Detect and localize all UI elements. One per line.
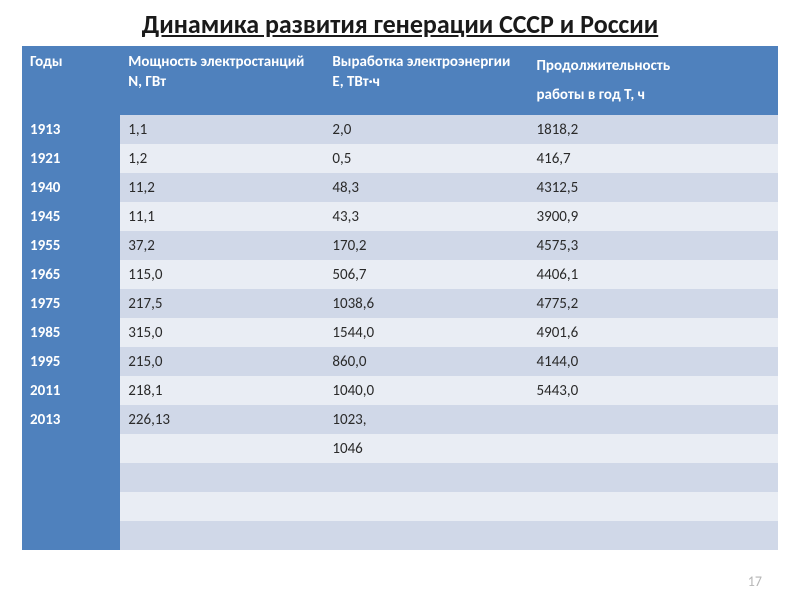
cell-hours: 4901,6 — [528, 318, 778, 347]
cell-capacity: 11,1 — [120, 202, 324, 231]
cell-output: 1046 — [324, 434, 528, 463]
table-row: 1995 215,0 860,0 4144,0 — [22, 347, 778, 376]
cell-hours: 1818,2 — [528, 115, 778, 144]
cell-output — [324, 521, 528, 550]
cell-capacity: 226,13 — [120, 405, 324, 434]
table-body: 1913 1,1 2,0 1818,2 1921 1,2 0,5 416,7 1… — [22, 115, 778, 550]
table-row: 1940 11,2 48,3 4312,5 — [22, 173, 778, 202]
cell-capacity: 218,1 — [120, 376, 324, 405]
cell-capacity: 1,2 — [120, 144, 324, 173]
table-row — [22, 492, 778, 521]
slide-title: Динамика развития генерации СССР и Росси… — [22, 8, 778, 40]
table-row: 1921 1,2 0,5 416,7 — [22, 144, 778, 173]
cell-output: 1038,6 — [324, 289, 528, 318]
slide: Динамика развития генерации СССР и Росси… — [0, 0, 800, 600]
cell-capacity: 1,1 — [120, 115, 324, 144]
col-output: Выработка электроэнергии Е, ТВт·ч — [324, 46, 528, 115]
cell-year: 1985 — [22, 318, 120, 347]
cell-output: 2,0 — [324, 115, 528, 144]
cell-output: 860,0 — [324, 347, 528, 376]
cell-year: 1913 — [22, 115, 120, 144]
cell-year: 1945 — [22, 202, 120, 231]
cell-hours — [528, 492, 778, 521]
cell-capacity: 315,0 — [120, 318, 324, 347]
cell-capacity — [120, 492, 324, 521]
cell-output: 43,3 — [324, 202, 528, 231]
table-row: 2011 218,1 1040,0 5443,0 — [22, 376, 778, 405]
col-hours: Продолжительность работы в год Т, ч — [528, 46, 778, 115]
cell-output — [324, 463, 528, 492]
cell-output: 1544,0 — [324, 318, 528, 347]
cell-hours — [528, 434, 778, 463]
cell-output — [324, 492, 528, 521]
cell-capacity: 37,2 — [120, 231, 324, 260]
cell-output: 1023, — [324, 405, 528, 434]
cell-hours: 5443,0 — [528, 376, 778, 405]
cell-capacity — [120, 434, 324, 463]
cell-year: 1975 — [22, 289, 120, 318]
table-row: 2013 226,13 1023, — [22, 405, 778, 434]
cell-year: 2013 — [22, 405, 120, 434]
cell-output: 170,2 — [324, 231, 528, 260]
cell-output: 1040,0 — [324, 376, 528, 405]
cell-year — [22, 463, 120, 492]
cell-hours — [528, 405, 778, 434]
cell-year: 1921 — [22, 144, 120, 173]
col-hours-line2: работы в год Т, ч — [536, 86, 644, 104]
table-header-row: Годы Мощность электростанций N, ГВт Выра… — [22, 46, 778, 115]
cell-year: 1995 — [22, 347, 120, 376]
cell-year — [22, 434, 120, 463]
cell-output: 48,3 — [324, 173, 528, 202]
table-row: 1955 37,2 170,2 4575,3 — [22, 231, 778, 260]
cell-year: 1940 — [22, 173, 120, 202]
page-number: 17 — [748, 573, 762, 590]
cell-hours: 4575,3 — [528, 231, 778, 260]
table-row: 1965 115,0 506,7 4406,1 — [22, 260, 778, 289]
cell-hours: 4775,2 — [528, 289, 778, 318]
cell-hours — [528, 463, 778, 492]
cell-capacity: 217,5 — [120, 289, 324, 318]
cell-year: 2011 — [22, 376, 120, 405]
cell-hours: 416,7 — [528, 144, 778, 173]
generation-table: Годы Мощность электростанций N, ГВт Выра… — [22, 46, 778, 550]
cell-hours — [528, 521, 778, 550]
table-row: 1985 315,0 1544,0 4901,6 — [22, 318, 778, 347]
cell-capacity: 215,0 — [120, 347, 324, 376]
cell-output: 0,5 — [324, 144, 528, 173]
col-year: Годы — [22, 46, 120, 115]
table-row: 1975 217,5 1038,6 4775,2 — [22, 289, 778, 318]
cell-hours: 4312,5 — [528, 173, 778, 202]
cell-hours: 4406,1 — [528, 260, 778, 289]
cell-year — [22, 492, 120, 521]
table-row — [22, 521, 778, 550]
cell-year — [22, 521, 120, 550]
cell-output: 506,7 — [324, 260, 528, 289]
cell-capacity — [120, 463, 324, 492]
table-row: 1913 1,1 2,0 1818,2 — [22, 115, 778, 144]
col-capacity: Мощность электростанций N, ГВт — [120, 46, 324, 115]
cell-hours: 3900,9 — [528, 202, 778, 231]
table-row: 1945 11,1 43,3 3900,9 — [22, 202, 778, 231]
col-hours-line1: Продолжительность — [536, 57, 670, 75]
cell-capacity: 11,2 — [120, 173, 324, 202]
table-row: 1046 — [22, 434, 778, 463]
cell-hours: 4144,0 — [528, 347, 778, 376]
table-row — [22, 463, 778, 492]
cell-year: 1955 — [22, 231, 120, 260]
cell-capacity: 115,0 — [120, 260, 324, 289]
cell-capacity — [120, 521, 324, 550]
cell-year: 1965 — [22, 260, 120, 289]
